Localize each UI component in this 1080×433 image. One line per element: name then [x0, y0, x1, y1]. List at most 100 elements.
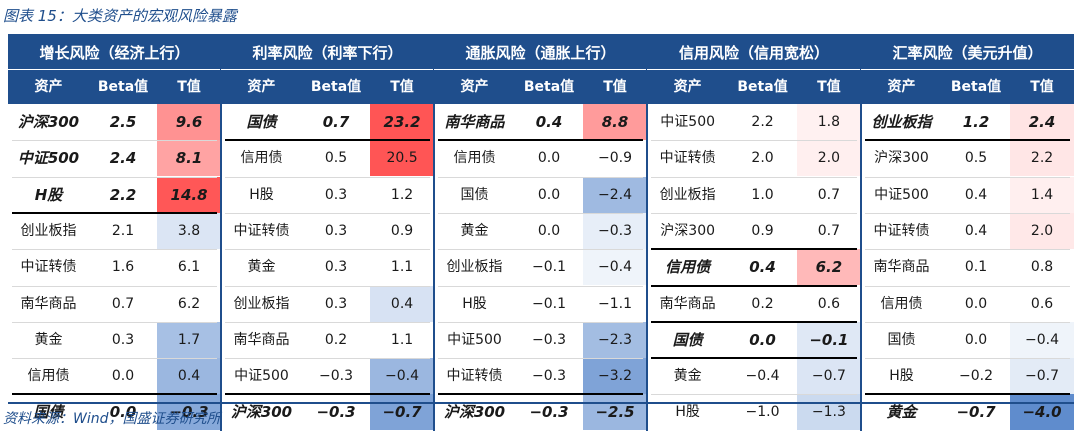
t-value-cell: 6.1: [177, 259, 201, 276]
beta-cell: 0.2: [324, 331, 348, 348]
beta-cell: 1.2: [962, 113, 990, 131]
asset-cell: 中证500: [874, 186, 929, 203]
column-header: Beta值: [301, 70, 371, 104]
group-separator: [12, 393, 217, 396]
row-separator: [12, 140, 217, 142]
beta-cell: 2.5: [109, 113, 137, 131]
beta-cell: −0.3: [532, 368, 567, 385]
column-header: Beta值: [514, 70, 584, 104]
beta-cell: −0.3: [316, 403, 356, 422]
asset-cell: 沪深300: [874, 150, 929, 167]
t-value-cell: −0.3: [157, 394, 221, 431]
beta-cell: −0.2: [959, 368, 994, 385]
beta-cell: 2.4: [109, 149, 137, 168]
t-value-cell: 23.2: [370, 104, 434, 140]
t-value-cell: 0.7: [817, 186, 841, 203]
t-value-cell: −2.5: [583, 394, 647, 431]
asset-cell: 南华商品: [233, 331, 290, 348]
beta-cell: −0.1: [532, 295, 567, 312]
source-note: 资料来源：Wind，国盛证券研究所: [3, 411, 221, 427]
panel-title: 利率风险（利率下行）: [221, 36, 434, 70]
row-separator: [438, 212, 643, 214]
beta-cell: 0.0: [109, 403, 137, 422]
t-value-cell: −1.1: [598, 295, 633, 312]
row-separator: [12, 176, 217, 178]
row-separator: [225, 358, 430, 360]
row-separator: [651, 140, 857, 142]
row-separator: [225, 321, 430, 323]
asset-cell: 中证500: [447, 331, 502, 348]
t-value-cell: −0.3: [583, 212, 647, 249]
asset-cell: 国债: [672, 330, 703, 349]
asset-cell: 创业板指: [20, 222, 77, 239]
t-value-cell: 14.8: [157, 176, 221, 213]
figure-title: 图表 15：大类资产的宏观风险暴露: [3, 7, 237, 25]
asset-cell: 信用债: [880, 295, 923, 312]
t-value-cell: 2.0: [1010, 212, 1074, 249]
top-rule: [8, 34, 1074, 36]
row-separator: [12, 358, 217, 360]
asset-cell: 信用债: [665, 258, 711, 277]
asset-cell: 创业板指: [233, 295, 290, 312]
beta-cell: 2.2: [109, 185, 137, 204]
beta-cell: 0.0: [749, 330, 776, 349]
t-value-cell: −2.4: [583, 176, 647, 213]
t-value-cell: 1.1: [390, 259, 414, 276]
asset-cell: 国债: [33, 403, 64, 422]
t-value-cell: 8.1: [157, 140, 221, 177]
group-separator: [438, 139, 643, 142]
t-value-cell: 2.0: [796, 140, 861, 177]
t-value-cell: −3.2: [583, 358, 647, 395]
beta-cell: 0.0: [111, 368, 135, 385]
group-separator: [225, 393, 430, 396]
t-value-cell: −2.3: [583, 321, 647, 358]
t-value-cell: 3.8: [157, 212, 221, 249]
t-value-cell: 0.6: [817, 295, 841, 312]
asset-cell: 南华商品: [20, 295, 77, 312]
asset-cell: 南华商品: [444, 113, 505, 131]
panel-2: 利率风险（利率下行） 资产 Beta值 T值 国债 0.7 23.2 信用债 0.5 20.5 H股…: [221, 36, 434, 431]
t-value-cell: −0.4: [370, 358, 434, 395]
asset-cell: 国债: [887, 331, 916, 348]
t-value-cell: 8.8: [583, 104, 647, 140]
row-separator: [225, 176, 430, 178]
beta-cell: 0.4: [964, 222, 988, 239]
beta-cell: 1.6: [111, 259, 135, 276]
t-value-cell: 1.8: [796, 104, 861, 140]
group-separator: [651, 320, 857, 323]
group-separator: [651, 284, 857, 287]
group-separator: [225, 139, 430, 142]
asset-cell: 创业板指: [659, 186, 716, 203]
row-separator: [651, 176, 857, 178]
beta-cell: 0.3: [324, 222, 348, 239]
asset-cell: 创业板指: [871, 113, 932, 131]
beta-cell: 0.0: [537, 186, 561, 203]
asset-cell: 信用债: [240, 150, 283, 167]
beta-cell: 0.7: [111, 295, 135, 312]
asset-cell: 黄金: [34, 331, 63, 348]
panel-3: 通胀风险（通胀上行） 资产 Beta值 T值 南华商品 0.4 8.8 信用债 0.0 −0.9 国…: [434, 36, 647, 431]
asset-cell: H股: [889, 368, 914, 385]
asset-cell: 中证转债: [20, 259, 77, 276]
asset-cell: 中证500: [17, 149, 80, 168]
t-value-cell: 1.2: [390, 186, 414, 203]
row-separator: [865, 321, 1070, 323]
beta-cell: 0.1: [964, 259, 988, 276]
beta-cell: 0.4: [964, 186, 988, 203]
beta-cell: −0.1: [532, 259, 567, 276]
column-header: T值: [370, 70, 434, 104]
panel-title: 增长风险（经济上行）: [8, 36, 221, 70]
t-value-cell: 1.7: [157, 321, 221, 358]
t-value-cell: 0.8: [1030, 259, 1054, 276]
row-separator: [12, 321, 217, 323]
beta-cell: 1.0: [751, 186, 774, 203]
group-separator: [651, 248, 857, 251]
beta-cell: 0.0: [537, 150, 561, 167]
row-separator: [12, 285, 217, 287]
column-header: Beta值: [88, 70, 158, 104]
beta-cell: 0.4: [749, 258, 776, 277]
t-value-cell: 0.6: [1030, 295, 1054, 312]
panel-divider: [860, 36, 862, 431]
asset-cell: 中证500: [234, 368, 289, 385]
row-separator: [225, 212, 430, 214]
